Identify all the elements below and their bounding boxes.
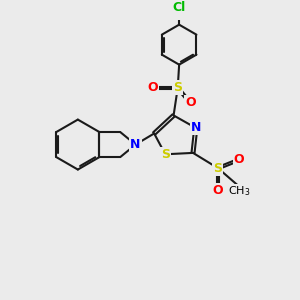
Text: O: O bbox=[185, 96, 196, 110]
Text: S: S bbox=[161, 148, 170, 161]
Text: S: S bbox=[173, 81, 182, 94]
Text: CH$_3$: CH$_3$ bbox=[228, 184, 250, 198]
Text: S: S bbox=[214, 162, 223, 175]
Text: N: N bbox=[130, 138, 141, 151]
Text: O: O bbox=[148, 81, 158, 94]
Text: N: N bbox=[190, 122, 201, 134]
Text: O: O bbox=[213, 184, 223, 197]
Text: O: O bbox=[233, 153, 244, 166]
Text: Cl: Cl bbox=[172, 1, 186, 14]
